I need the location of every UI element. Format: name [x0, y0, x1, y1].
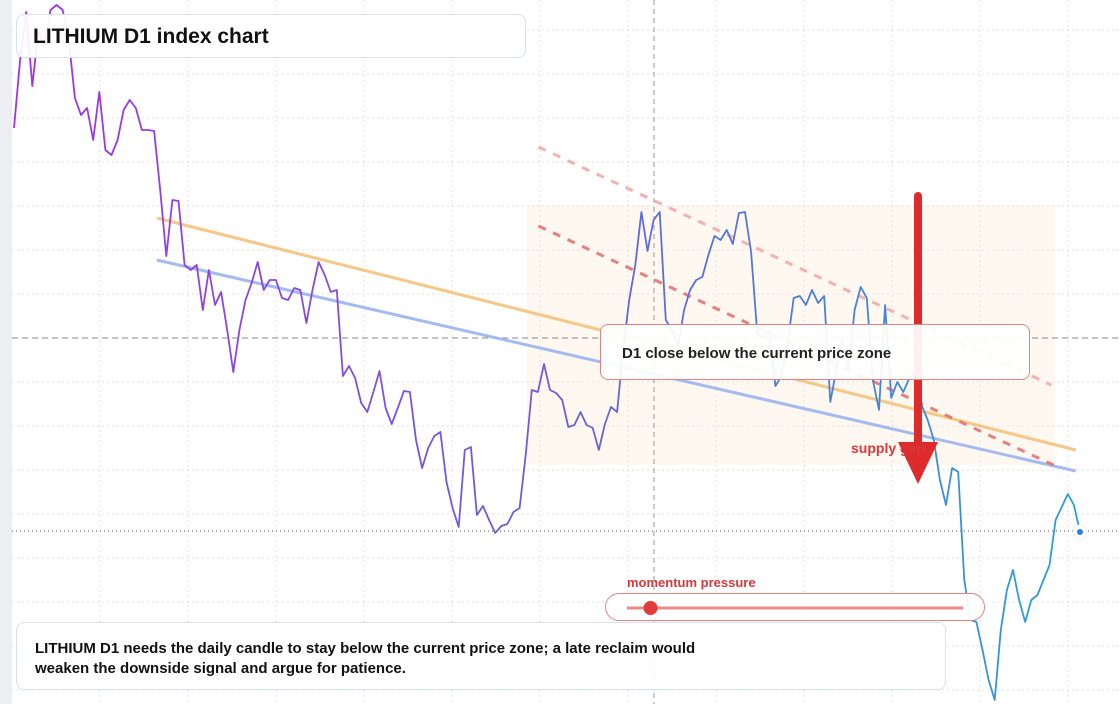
- supply-label: supply gap: [851, 440, 925, 456]
- last-point: [1077, 529, 1083, 535]
- title: LITHIUM D1 index chart: [16, 14, 526, 58]
- arrow: [898, 192, 938, 484]
- note: LITHIUM D1 needs the daily candle to sta…: [16, 622, 946, 690]
- callout: D1 close below the current price zone: [600, 324, 1030, 380]
- price-line: [13, 4, 1081, 701]
- momentum-label: momentum pressure: [627, 575, 756, 590]
- momentum-slider: [605, 593, 985, 621]
- slider-track: [627, 601, 963, 615]
- note-text: LITHIUM D1 needs the daily candle to sta…: [35, 640, 696, 677]
- slider-knob: [643, 601, 658, 615]
- left-strip: [0, 0, 12, 704]
